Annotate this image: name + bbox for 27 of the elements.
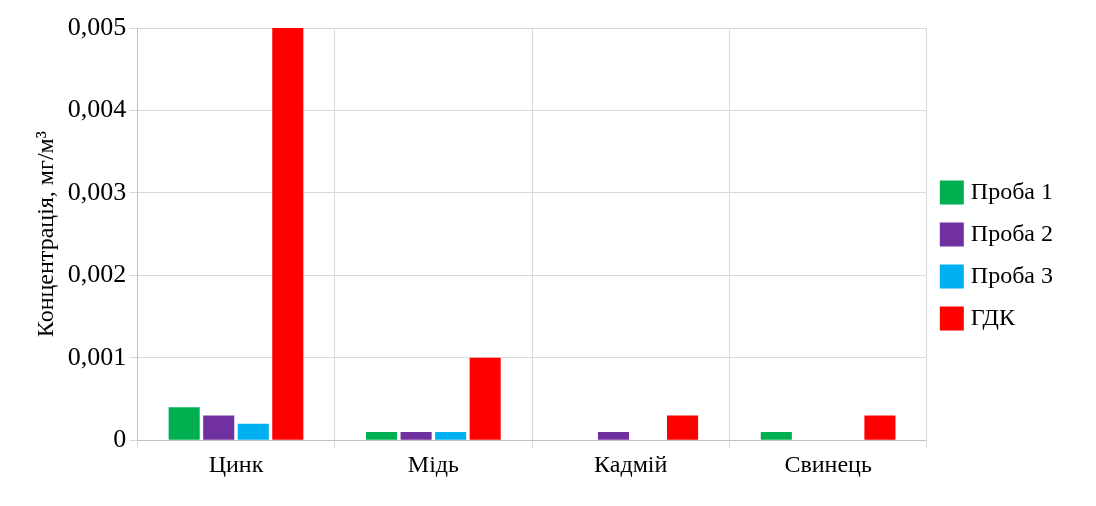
y-tick-label: 0,002 [67,259,127,289]
bar [864,415,896,440]
bar [203,415,235,440]
legend-label: ГДК [970,303,1016,330]
y-tick-label: 0,003 [67,176,127,206]
legend-label: Проба 3 [970,261,1054,288]
bar [597,431,630,440]
bar [435,431,467,440]
bar [366,431,398,440]
x-tick-label: Свинець [784,450,872,477]
y-tick-label: 0 [113,424,127,454]
legend-label: Проба 1 [970,177,1054,204]
y-axis-title: Концентрація, мг/м³ [31,131,58,338]
bar [667,415,699,440]
legend-label: Проба 2 [970,219,1054,246]
y-tick-label: 0,005 [67,11,127,41]
bar [272,28,304,440]
bar [237,423,269,440]
y-tick-label: 0,001 [67,341,127,371]
bar [400,431,432,440]
bar [760,431,792,440]
bar [168,407,200,440]
x-tick-label: Мідь [407,450,459,477]
bar [469,357,501,440]
x-tick-label: Цинк [208,450,264,477]
y-tick-label: 0,004 [67,94,127,124]
x-tick-label: Кадмій [594,450,668,477]
